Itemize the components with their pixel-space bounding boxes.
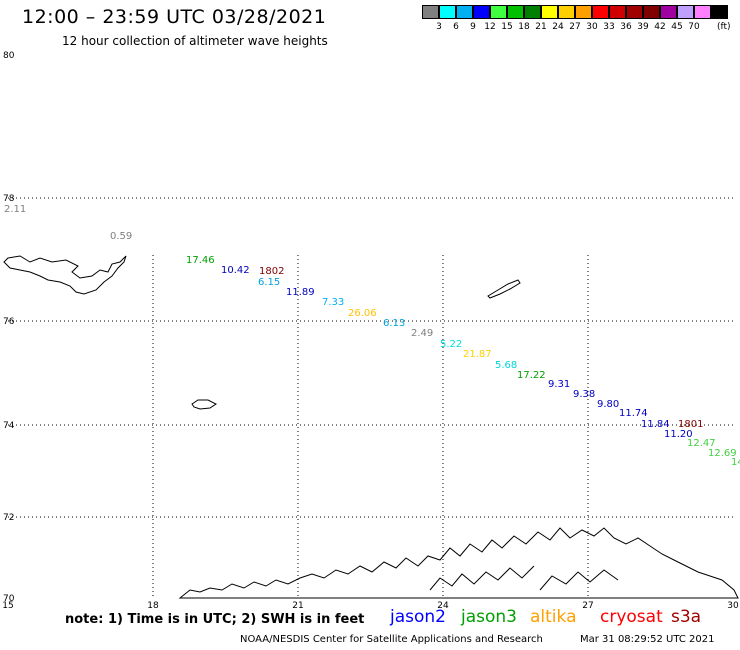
- lat-lon-grid: [8, 197, 733, 598]
- wave-height-value: 7.33: [322, 297, 344, 308]
- color-swatch: [626, 5, 643, 19]
- coastline: [3, 255, 739, 599]
- coastline-norway-fjords: [429, 565, 619, 591]
- latitude-label: 74: [3, 421, 15, 431]
- color-scale-tick: 12: [484, 22, 496, 32]
- longitude-label: 24: [437, 601, 449, 611]
- color-scale-tick: 33: [603, 22, 615, 32]
- color-swatch: [660, 5, 677, 19]
- wave-height-value: 5.68: [495, 360, 517, 371]
- color-swatch: [711, 5, 728, 19]
- latitude-label: 72: [3, 513, 14, 523]
- color-swatch: [643, 5, 660, 19]
- color-scale-tick: 42: [654, 22, 666, 32]
- color-scale-tick: 3: [436, 22, 442, 32]
- color-swatch: [456, 5, 473, 19]
- wave-height-value: 11.84: [641, 419, 670, 430]
- wave-height-value: 17.22: [517, 370, 546, 381]
- color-scale-tick: 6: [453, 22, 459, 32]
- satellite-legend-s3a: s3a: [671, 607, 702, 627]
- satellite-legend-jason3: jason3: [461, 607, 517, 627]
- wave-height-value: 9.31: [548, 379, 570, 390]
- wave-height-value: 9.80: [597, 399, 619, 410]
- wave-height-value: 0.59: [110, 231, 132, 242]
- wave-height-value: 11.20: [664, 429, 693, 440]
- wave-height-value: 2.49: [411, 328, 433, 339]
- color-scale-tick: 30: [586, 22, 598, 32]
- wave-height-value: 1801: [678, 419, 703, 430]
- color-swatch: [507, 5, 524, 19]
- footnote: note: 1) Time is in UTC; 2) SWH is in fe…: [65, 612, 365, 627]
- longitude-label: 21: [292, 601, 303, 611]
- page-subtitle: 12 hour collection of altimeter wave hei…: [62, 34, 328, 48]
- coastline-hopen: [487, 279, 521, 299]
- wave-height-value: 6.13: [383, 318, 405, 329]
- wave-height-value: 9.38: [573, 389, 595, 400]
- color-scale-tick: 70: [688, 22, 700, 32]
- color-swatch: [524, 5, 541, 19]
- wave-height-value: 11.89: [286, 287, 315, 298]
- color-swatch: [422, 5, 439, 19]
- wave-height-value: 26.06: [348, 308, 377, 319]
- wave-height-value: 11.74: [619, 408, 648, 419]
- color-swatch: [473, 5, 490, 19]
- color-swatch: [694, 5, 711, 19]
- color-swatch: [592, 5, 609, 19]
- satellite-legend-jason2: jason2: [390, 607, 446, 627]
- page-title: 12:00 – 23:59 UTC 03/28/2021: [22, 6, 327, 28]
- color-swatch: [575, 5, 592, 19]
- wave-height-value: 10.42: [221, 265, 250, 276]
- coastline-svalbard: [3, 255, 127, 295]
- footer-credit: NOAA/NESDIS Center for Satellite Applica…: [240, 634, 543, 645]
- color-scale-tick: 15: [501, 22, 513, 32]
- longitude-label: 30: [727, 601, 739, 611]
- wave-height-value: 1802: [259, 266, 284, 277]
- color-scale-tick: 9: [470, 22, 476, 32]
- latitude-label: 78: [3, 194, 15, 204]
- wave-height-value: 21.87: [463, 349, 492, 360]
- wave-height-value: 17.46: [186, 255, 215, 266]
- wave-height-value: 5.22: [440, 339, 462, 350]
- coastline-norway: [178, 527, 739, 599]
- latitude-label: 70: [3, 594, 15, 604]
- satellite-legend-cryosat: cryosat: [600, 607, 663, 627]
- color-scale-tick: 18: [518, 22, 530, 32]
- color-scale-tick: 27: [569, 22, 581, 32]
- footer-date: Mar 31 08:29:52 UTC 2021: [580, 634, 715, 645]
- color-swatch: [439, 5, 456, 19]
- wave-height-value: 12.69: [708, 448, 737, 459]
- latitude-label: 76: [3, 317, 15, 327]
- satellite-legend-altika: altika: [530, 607, 577, 627]
- color-swatch: [490, 5, 507, 19]
- color-swatch: [677, 5, 694, 19]
- color-scale-unit: (ft): [717, 22, 731, 32]
- wave-height-value: 6.15: [258, 277, 280, 288]
- color-swatch: [558, 5, 575, 19]
- longitude-label: 18: [147, 601, 159, 611]
- color-swatch: [609, 5, 626, 19]
- wave-height-value: 14: [731, 457, 740, 468]
- wave-height-value: 12.47: [687, 438, 716, 449]
- longitude-label: 27: [582, 601, 593, 611]
- color-scale-tick: 21: [535, 22, 547, 32]
- color-scale-tick: 24: [552, 22, 564, 32]
- coastline-bear-island: [191, 399, 217, 410]
- color-scale-tick: 36: [620, 22, 632, 32]
- color-scale-tick: 39: [637, 22, 649, 32]
- color-swatch: [541, 5, 558, 19]
- longitude-label: 15: [2, 601, 13, 611]
- color-scale-tick: 45: [671, 22, 683, 32]
- wave-height-value: 2.11: [4, 204, 26, 215]
- latitude-label: 80: [3, 51, 15, 61]
